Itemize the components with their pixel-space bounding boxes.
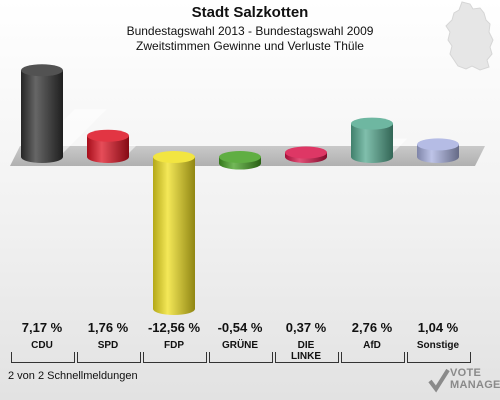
value-label: 2,76 % bbox=[351, 320, 393, 335]
bar-body bbox=[153, 157, 195, 315]
bar-body bbox=[351, 123, 393, 163]
bar-fdp bbox=[153, 151, 195, 315]
category-label: CDU bbox=[31, 340, 53, 351]
value-label: 1,04 % bbox=[417, 320, 459, 335]
logo-line-1: VOTE bbox=[450, 367, 482, 379]
value-label: 1,76 % bbox=[87, 320, 129, 335]
category-bracket bbox=[11, 352, 75, 363]
category-label: FDP bbox=[164, 340, 184, 351]
bar-cap bbox=[21, 64, 63, 77]
chart-subtitle-2: Zweitstimmen Gewinne und Verluste Thüle bbox=[136, 39, 364, 53]
germany-map-icon bbox=[445, 1, 494, 71]
bar-spd bbox=[87, 129, 129, 163]
category-bracket bbox=[275, 352, 339, 363]
category-bracket bbox=[209, 352, 273, 363]
check-mark-icon bbox=[428, 368, 450, 393]
bar-cap bbox=[87, 129, 129, 142]
chart-subtitle: Bundestagswahl 2013 - Bundestagswahl 200… bbox=[126, 24, 374, 38]
value-label: -0,54 % bbox=[217, 320, 263, 335]
value-label: -12,56 % bbox=[147, 320, 201, 335]
bar-cap bbox=[285, 146, 327, 159]
category-label: DIE LINKE bbox=[291, 340, 321, 362]
category-label: AfD bbox=[363, 340, 381, 351]
bar-chart bbox=[10, 64, 485, 315]
bar-body bbox=[21, 70, 63, 163]
bar-cdu bbox=[21, 64, 63, 163]
value-label: 0,37 % bbox=[285, 320, 327, 335]
category-label: Sonstige bbox=[416, 340, 460, 351]
bar-cap bbox=[417, 138, 459, 151]
category-label: SPD bbox=[97, 340, 119, 351]
category-bracket bbox=[77, 352, 141, 363]
bar-cap bbox=[153, 151, 195, 163]
bar-afd bbox=[351, 117, 393, 163]
category-bracket bbox=[341, 352, 405, 363]
votemanager-logo: VOTE MANAGER bbox=[428, 366, 500, 396]
category-bracket bbox=[407, 352, 471, 363]
bar-die-linke bbox=[285, 146, 327, 163]
category-label: GRÜNE bbox=[221, 340, 259, 351]
footer-text: 2 von 2 Schnellmeldungen bbox=[8, 370, 138, 382]
bar-sonstige bbox=[417, 138, 459, 163]
bar-grüne bbox=[219, 151, 261, 170]
bar-body bbox=[87, 135, 129, 163]
category-bracket bbox=[143, 352, 207, 363]
bar-cap bbox=[219, 151, 261, 163]
chart-title: Stadt Salzkotten bbox=[191, 4, 309, 21]
bar-cap bbox=[351, 117, 393, 130]
logo-line-2: MANAGER bbox=[450, 379, 500, 391]
value-label: 7,17 % bbox=[21, 320, 63, 335]
